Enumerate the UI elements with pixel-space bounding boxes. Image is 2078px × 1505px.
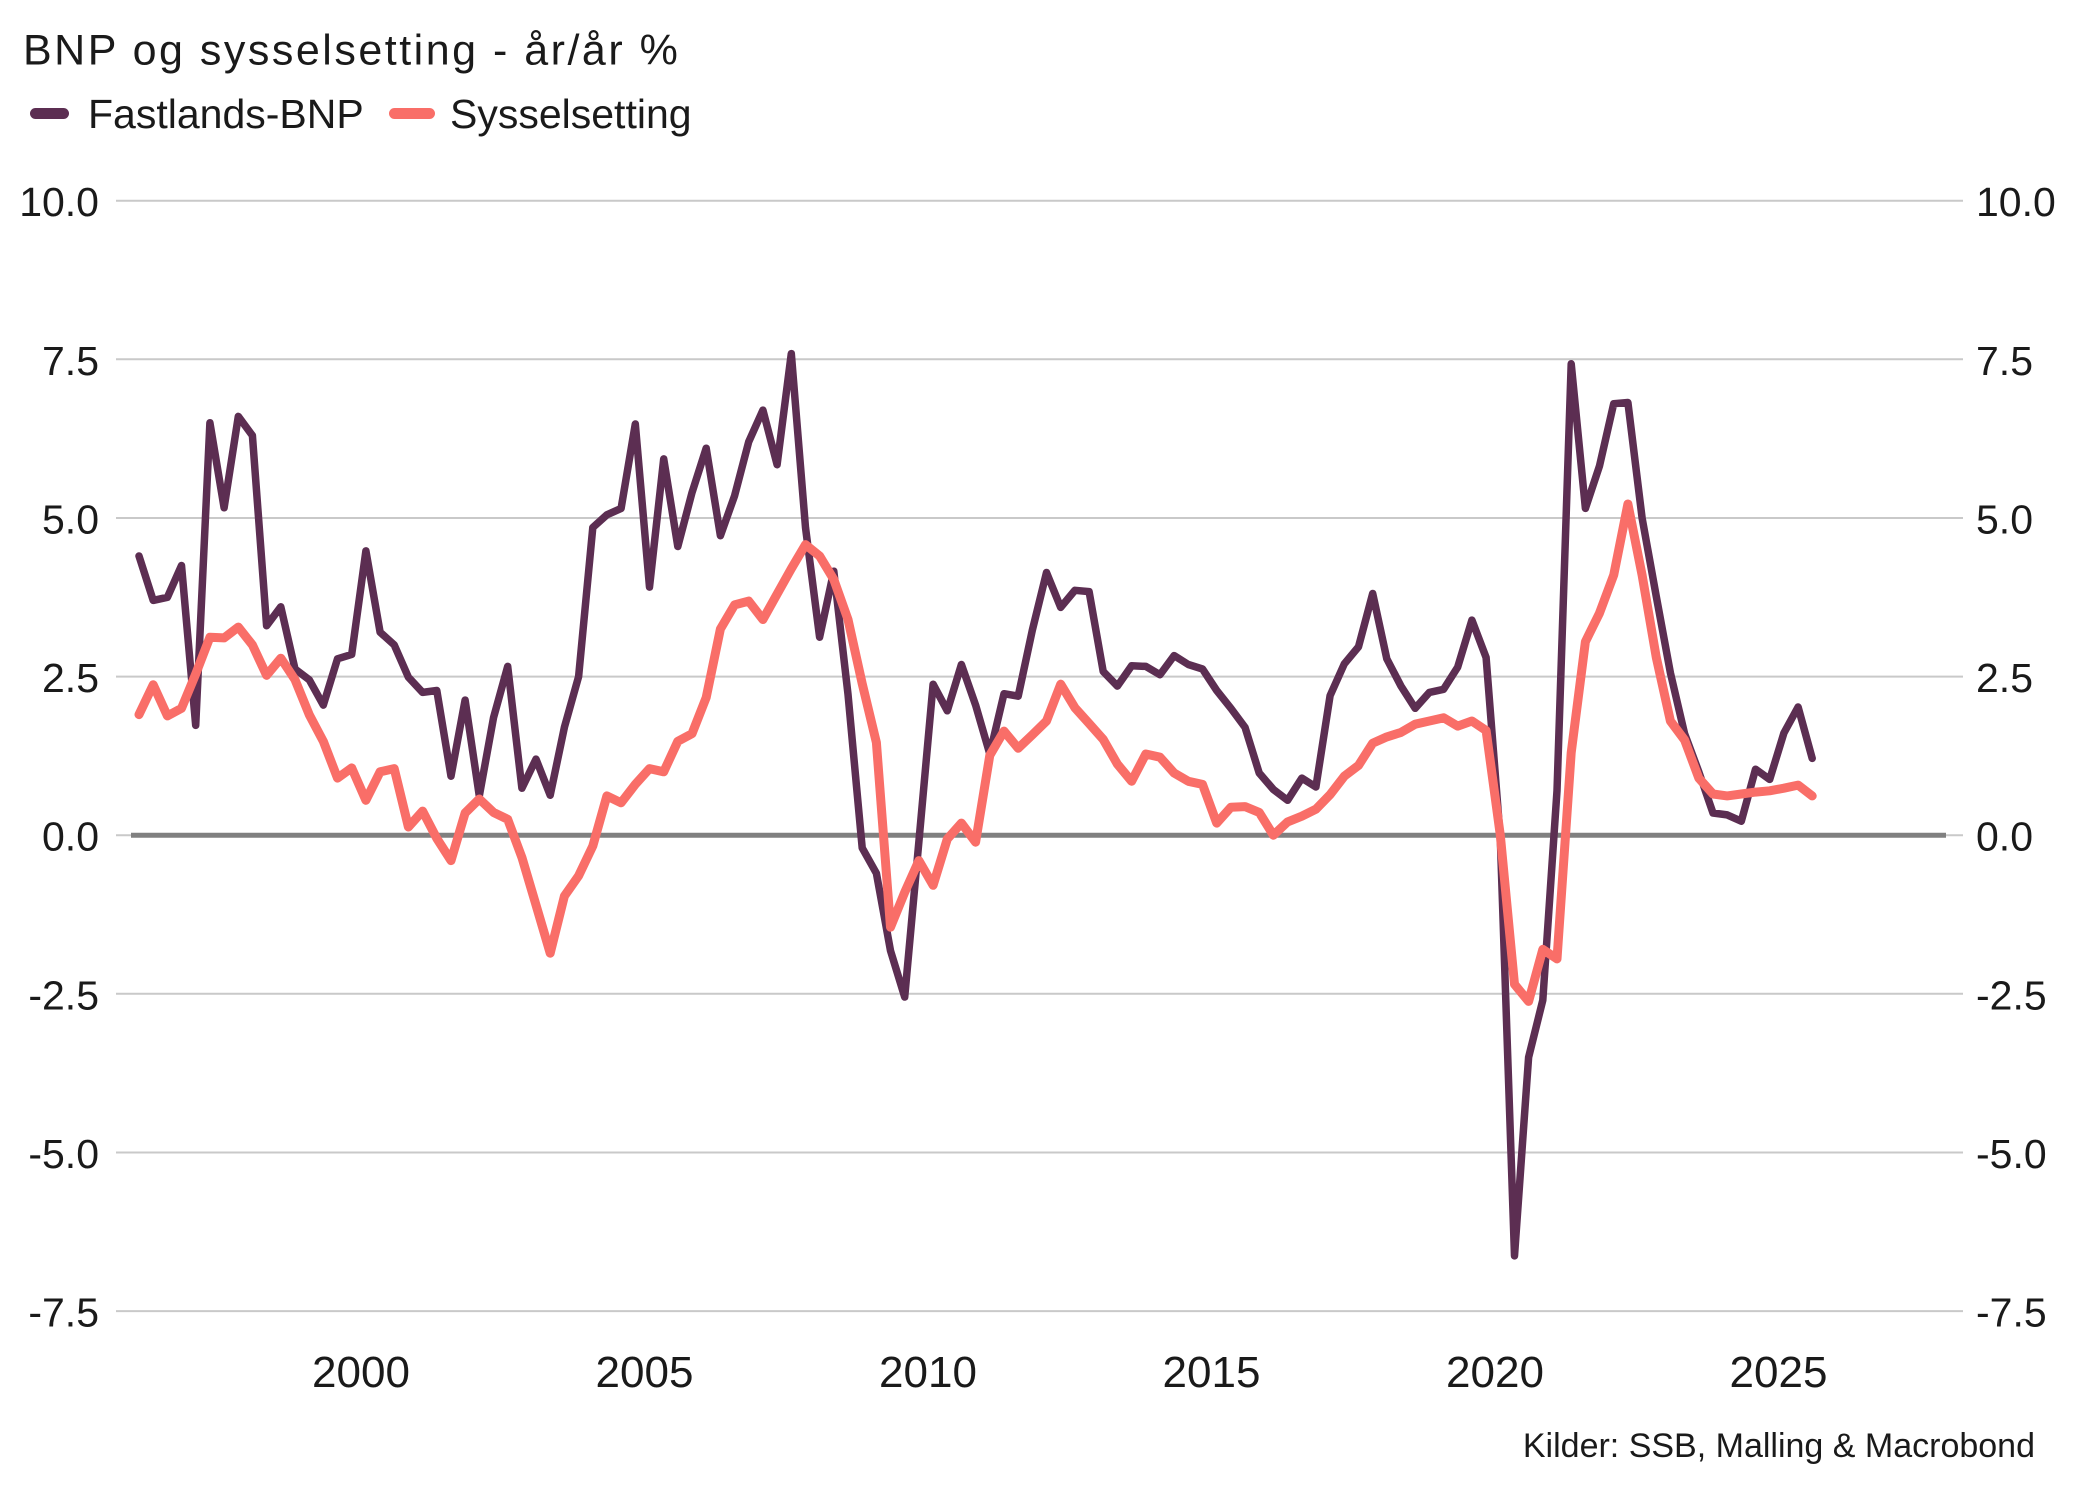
- svg-text:10.0: 10.0: [1976, 179, 2056, 225]
- svg-text:Sysselsetting: Sysselsetting: [450, 91, 692, 137]
- svg-text:-2.5: -2.5: [28, 972, 99, 1018]
- svg-text:7.5: 7.5: [1976, 338, 2033, 384]
- svg-text:7.5: 7.5: [42, 338, 99, 384]
- svg-text:2.5: 2.5: [1976, 655, 2033, 701]
- svg-text:2020: 2020: [1446, 1348, 1544, 1397]
- svg-text:-5.0: -5.0: [1976, 1131, 2047, 1177]
- svg-text:5.0: 5.0: [1976, 497, 2033, 543]
- svg-text:BNP og sysselsetting - år/år %: BNP og sysselsetting - år/år %: [23, 27, 680, 75]
- svg-text:Kilder: SSB, Malling & Macrobo: Kilder: SSB, Malling & Macrobond: [1523, 1427, 2035, 1465]
- svg-text:0.0: 0.0: [1976, 814, 2033, 860]
- svg-text:-5.0: -5.0: [28, 1131, 99, 1177]
- svg-text:2005: 2005: [596, 1348, 694, 1397]
- svg-text:2015: 2015: [1163, 1348, 1261, 1397]
- svg-text:2000: 2000: [312, 1348, 410, 1397]
- svg-text:2.5: 2.5: [42, 655, 99, 701]
- svg-text:-7.5: -7.5: [1976, 1290, 2047, 1336]
- svg-text:0.0: 0.0: [42, 814, 99, 860]
- svg-text:Fastlands-BNP: Fastlands-BNP: [88, 91, 364, 137]
- svg-text:-2.5: -2.5: [1976, 972, 2047, 1018]
- svg-text:10.0: 10.0: [19, 179, 99, 225]
- svg-text:2010: 2010: [879, 1348, 977, 1397]
- svg-text:5.0: 5.0: [42, 497, 99, 543]
- svg-text:-7.5: -7.5: [28, 1290, 99, 1336]
- svg-text:2025: 2025: [1730, 1348, 1828, 1397]
